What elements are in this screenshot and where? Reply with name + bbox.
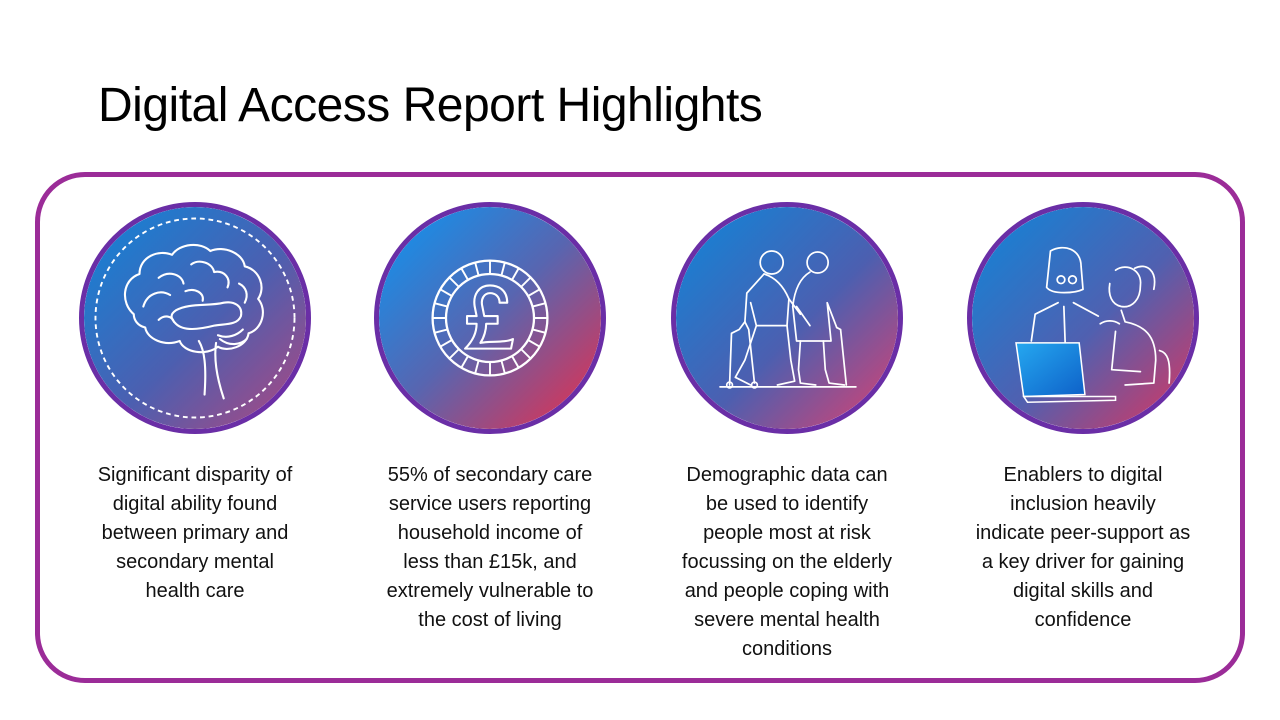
highlight-caption-3: Demographic data can be used to identify… [647, 461, 927, 664]
caption-line: digital skills and [1012, 580, 1154, 602]
slide-title: Digital Access Report Highlights [98, 79, 763, 132]
caption-line: indicate peer-support as [975, 522, 1191, 544]
caption-line: be used to identify [705, 493, 869, 515]
highlight-card-2: 55% of secondary care service users repo… [350, 0, 630, 720]
caption-line: the cost of living [418, 609, 562, 631]
caption-line: and people coping with [684, 580, 890, 602]
pound-coin-icon [374, 202, 606, 434]
caption-line: a key driver for gaining [981, 551, 1185, 573]
caption-line: severe mental health [694, 609, 880, 631]
elderly-couple-walking-icon [671, 202, 903, 434]
highlight-card-1: Significant disparity of digital ability… [55, 0, 335, 720]
highlight-caption-4: Enablers to digital inclusion heavily in… [943, 461, 1223, 635]
brain-icon [79, 202, 311, 434]
highlight-card-3: Demographic data can be used to identify… [647, 0, 927, 720]
caption-line: inclusion heavily [1010, 493, 1156, 515]
caption-line: conditions [741, 638, 833, 660]
caption-line: Enablers to digital [1003, 464, 1163, 486]
highlight-caption-1: Significant disparity of digital ability… [55, 461, 335, 606]
caption-line: extremely vulnerable to [386, 580, 594, 602]
caption-line: service users reporting [388, 493, 592, 515]
caption-line: Demographic data can [686, 464, 888, 486]
caption-line: Significant disparity of [97, 464, 293, 486]
highlights-frame [35, 172, 1245, 683]
caption-line: focussing on the elderly [681, 551, 893, 573]
peer-support-laptop-icon [967, 202, 1199, 434]
caption-line: between primary and [101, 522, 289, 544]
caption-line: people most at risk [703, 522, 871, 544]
highlight-card-4: Enablers to digital inclusion heavily in… [943, 0, 1223, 720]
caption-line: secondary mental [116, 551, 274, 573]
caption-line: less than £15k, and [403, 551, 577, 573]
highlight-caption-2: 55% of secondary care service users repo… [350, 461, 630, 635]
caption-line: 55% of secondary care [387, 464, 593, 486]
caption-line: confidence [1034, 609, 1132, 631]
caption-line: health care [145, 580, 245, 602]
caption-line: household income of [397, 522, 583, 544]
caption-line: digital ability found [112, 493, 278, 515]
